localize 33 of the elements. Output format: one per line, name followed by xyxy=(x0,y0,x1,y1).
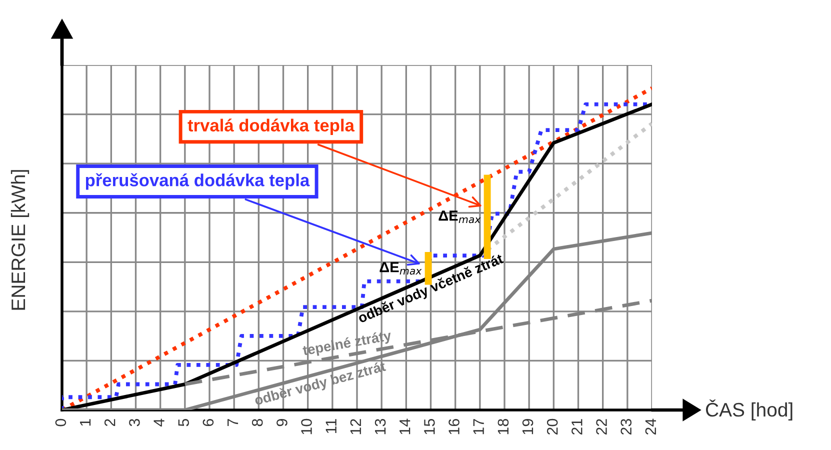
x-tick-label: 6 xyxy=(202,419,214,426)
x-tick-label: 8 xyxy=(252,418,263,426)
x-tick-label: 7 xyxy=(228,419,238,426)
text: přerušovaná dodávka tepla xyxy=(86,173,310,190)
x-tick-label: 3 xyxy=(129,419,140,426)
x-axis-title: ČAS [hod] xyxy=(706,399,792,421)
y-axis-title: ENERGIE [kWh] xyxy=(10,170,30,310)
annotation: ΔE$_{max}$ xyxy=(380,262,422,275)
text: trvalá dodávka tepla xyxy=(188,118,355,135)
x-tick-label: 11 xyxy=(326,419,336,434)
x-tick-label: 18 xyxy=(498,418,509,434)
x-tick-label: 20 xyxy=(546,418,558,435)
x-tick-label: 22 xyxy=(596,419,607,435)
x-tick-label: 14 xyxy=(400,418,410,434)
x-tick-label: 9 xyxy=(276,419,288,426)
x-tick-label: 16 xyxy=(448,419,460,434)
x-tick-label: 0 xyxy=(55,418,66,426)
x-tick-label: 17 xyxy=(473,419,484,434)
x-tick-label: 12 xyxy=(350,419,361,434)
x-tick-label: 21 xyxy=(572,419,582,435)
x-tick-label: 19 xyxy=(522,419,534,434)
x-tick-label: 5 xyxy=(178,418,190,426)
annotation: ΔE$_{max}$ xyxy=(438,210,481,224)
text: odběr vody bez ztrát xyxy=(254,360,387,408)
x-tick-label: 4 xyxy=(154,418,164,426)
text: tepelné ztráty xyxy=(302,330,392,358)
x-tick-label: 15 xyxy=(424,418,435,434)
x-tick-label: 1 xyxy=(80,419,91,426)
x-tick-label: 24 xyxy=(645,418,656,435)
x-tick-label: 10 xyxy=(301,418,312,434)
x-tick-label: 13 xyxy=(374,419,386,434)
x-tick-label: 2 xyxy=(104,419,116,426)
x-tick-label: 23 xyxy=(620,419,632,435)
